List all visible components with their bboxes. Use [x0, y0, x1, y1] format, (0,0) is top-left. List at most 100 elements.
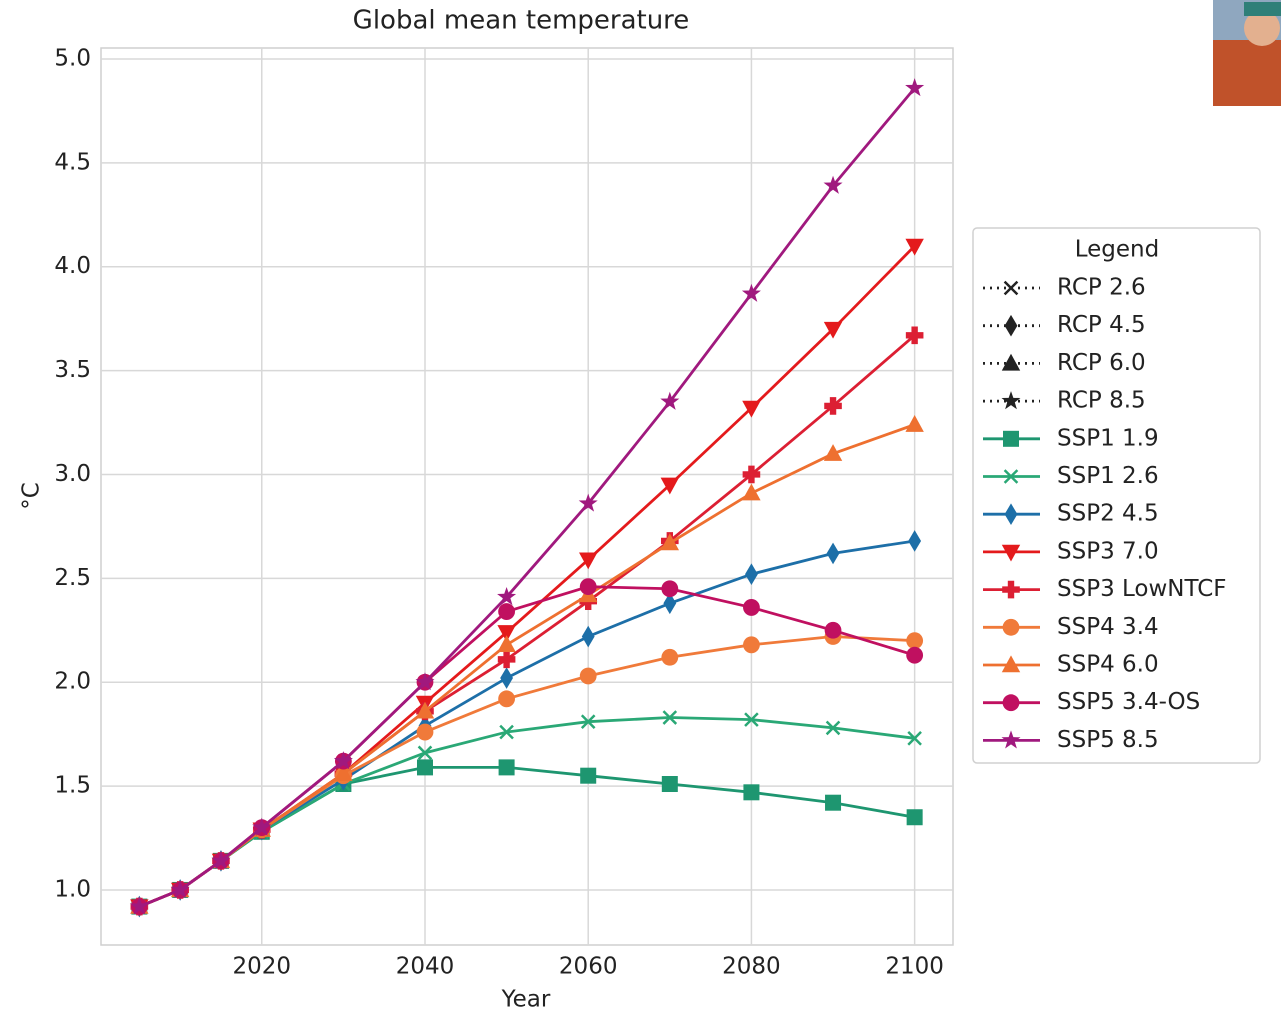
y-tick-label: 2.5: [54, 565, 91, 591]
data-point: [497, 625, 516, 642]
legend-label: RCP 4.5: [1057, 312, 1146, 338]
data-point: [129, 896, 149, 915]
plot-area: [100, 47, 954, 946]
data-point: [416, 723, 434, 741]
data-point: [497, 650, 516, 669]
y-tick-label: 4.0: [54, 253, 91, 279]
x-tick-label: 2060: [559, 954, 618, 980]
data-point: [906, 632, 924, 650]
data-point: [416, 759, 433, 776]
data-point: [823, 175, 843, 194]
x-tick-label: 2020: [232, 954, 291, 980]
data-point: [744, 712, 759, 727]
data-point: [415, 701, 435, 719]
data-point: [824, 621, 842, 639]
legend-marker: [1001, 391, 1021, 410]
data-point: [742, 483, 761, 501]
y-tick-label: 1.0: [54, 876, 91, 902]
data-point: [579, 578, 597, 596]
legend-marker: [1001, 655, 1021, 673]
data-point: [415, 672, 435, 691]
data-point: [497, 587, 517, 606]
data-point: [823, 444, 843, 461]
x-tick-label: 2040: [396, 954, 455, 980]
legend-label: SSP5 3.4-OS: [1057, 689, 1200, 715]
data-point: [581, 625, 595, 648]
legend-marker: [1003, 280, 1019, 296]
legend-marker: [1004, 314, 1018, 337]
legend-title: Legend: [1075, 237, 1160, 263]
chart-title: Global mean temperature: [353, 6, 690, 36]
data-point: [579, 667, 597, 685]
data-point: [498, 759, 515, 776]
data-point: [906, 646, 924, 664]
y-tick-label: 3.0: [54, 461, 91, 487]
y-tick-label: 1.5: [54, 773, 91, 799]
data-point: [907, 731, 922, 746]
legend-marker: [1001, 544, 1021, 562]
legend-marker: [1002, 694, 1020, 712]
legend-marker: [1003, 430, 1019, 447]
data-point: [417, 745, 433, 761]
legend-marker: [1004, 503, 1018, 525]
data-point: [660, 477, 680, 495]
data-point: [742, 400, 761, 418]
y-tick-label: 3.5: [54, 357, 91, 383]
legend-label: SSP1 1.9: [1057, 425, 1159, 451]
legend-marker: [1001, 730, 1021, 749]
data-point: [905, 326, 924, 345]
legend-label: SSP3 LowNTCF: [1057, 576, 1227, 602]
legend-label: RCP 6.0: [1057, 350, 1146, 376]
data-point: [908, 530, 922, 552]
x-tick-label: 2080: [722, 954, 781, 980]
data-point: [578, 493, 598, 512]
legend-label: SSP5 8.5: [1057, 727, 1159, 753]
data-point: [745, 563, 758, 585]
data-point: [334, 764, 353, 781]
data-point: [742, 465, 761, 484]
legend-box: [972, 227, 1261, 764]
data-point: [660, 533, 680, 551]
legend-marker: [1001, 353, 1021, 371]
data-point: [252, 817, 272, 836]
data-point: [743, 636, 760, 654]
avatar: [1213, 0, 1281, 106]
legend-label: RCP 8.5: [1057, 388, 1146, 414]
data-point: [661, 648, 679, 666]
data-point: [824, 397, 842, 415]
data-point: [211, 850, 231, 869]
data-point: [905, 78, 925, 97]
data-point: [825, 794, 842, 811]
data-point: [497, 635, 516, 653]
legend-label: SSP4 3.4: [1057, 614, 1159, 640]
data-point: [661, 776, 678, 793]
x-tick-label: 2100: [885, 954, 944, 980]
legend-marker: [1003, 469, 1019, 484]
data-point: [333, 751, 353, 770]
y-tick-label: 5.0: [54, 46, 91, 72]
data-point: [906, 809, 923, 826]
legend-label: SSP2 4.5: [1057, 501, 1159, 527]
data-point: [905, 415, 924, 432]
data-point: [905, 238, 924, 256]
y-tick-label: 2.0: [54, 669, 91, 695]
data-point: [662, 710, 678, 725]
data-point: [661, 580, 679, 598]
data-point: [743, 599, 760, 616]
data-point: [498, 690, 515, 708]
legend-marker: [1002, 618, 1020, 636]
data-point: [743, 784, 760, 801]
data-point: [499, 724, 514, 740]
data-point: [663, 592, 677, 615]
x-axis-label: Year: [501, 987, 551, 1013]
data-point: [826, 542, 840, 565]
data-point: [170, 879, 190, 899]
data-point: [825, 720, 841, 736]
y-tick-label: 4.5: [54, 149, 91, 175]
y-axis-label: °C: [19, 482, 45, 510]
data-point: [498, 603, 515, 620]
legend-label: SSP1 2.6: [1057, 463, 1159, 489]
legend-label: RCP 2.6: [1057, 275, 1146, 301]
data-point: [580, 714, 596, 729]
